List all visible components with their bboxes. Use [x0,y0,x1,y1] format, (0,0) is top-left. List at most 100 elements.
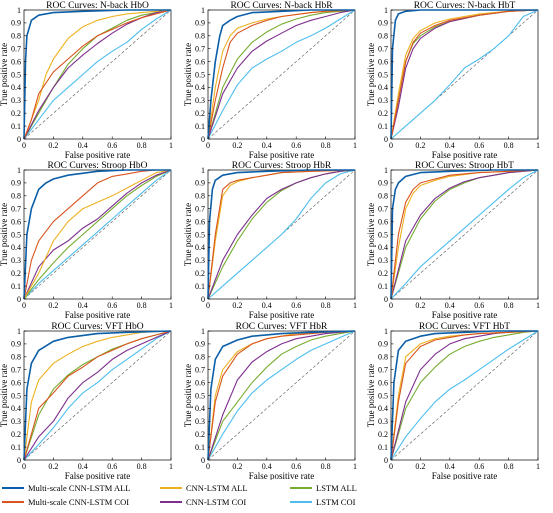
y-tick-label: 0.2 [195,269,205,278]
roc-panel: 0 0.2 0.4 0.6 0.8 1 0 0.1 0.2 0.3 0.4 0.5 0.6 0.7 0.8 0… [366,322,540,481]
y-tick-label: 0.9 [195,340,205,349]
x-tick-label: 1 [536,301,540,310]
y-axis-label: True positive rate [183,364,193,427]
legend-swatch-multi-coi [2,501,24,503]
x-tick-label: 0 [206,301,210,310]
x-tick-label: 0.2 [415,301,425,310]
y-tick-label: 0.7 [195,45,205,54]
y-tick-label: 0.9 [11,340,21,349]
x-tick-label: 0.8 [321,141,331,150]
y-tick-label: 0.3 [378,96,388,105]
legend-swatch-cnn-coi [160,501,182,503]
legend-item-multi-coi: Multi-scale CNN-LSTM COI [2,497,129,507]
y-tick-label: 0.3 [11,417,21,426]
y-tick-label: 0.6 [378,378,388,387]
y-tick-label: 0.6 [195,57,205,66]
y-tick-label: 0.8 [11,32,21,41]
legend-item-cnn-all: CNN-LSTM ALL [160,483,248,493]
x-tick-label: 0.4 [445,301,455,310]
x-tick-label: 0 [22,141,26,150]
y-tick-label: 0.6 [195,378,205,387]
roc-series-line [390,330,539,461]
legend-label-cnn-coi: CNN-LSTM COI [186,497,247,507]
x-tick-label: 0.2 [232,141,242,150]
y-tick-label: 0.8 [11,192,21,201]
x-tick-label: 0.4 [78,462,88,471]
y-tick-label: 0.1 [378,122,388,131]
y-tick-label: 0 [384,295,388,304]
y-tick-label: 1 [201,327,205,336]
panel-title: ROC Curves: N-back HbT [414,1,516,11]
x-tick-label: 0.8 [137,141,147,150]
y-tick-label: 0.1 [11,122,21,131]
y-tick-label: 0.3 [195,96,205,105]
y-tick-label: 0.4 [378,83,388,92]
roc-series-line [23,330,172,461]
chance-line [23,169,172,300]
chance-line [23,9,172,140]
y-tick-label: 0.8 [195,192,205,201]
x-tick-label: 1 [536,462,540,471]
y-tick-label: 0.3 [11,256,21,265]
x-tick-label: 1 [169,301,173,310]
x-tick-label: 0.2 [415,462,425,471]
chance-line [23,330,172,461]
x-axis-label: False positive rate [249,471,314,480]
y-tick-label: 0 [384,135,388,144]
x-axis-label: False positive rate [249,150,314,160]
roc-series-line [23,169,172,300]
roc-panel: 0 0.2 0.4 0.6 0.8 1 0 0.1 0.2 0.3 0.4 0.5 0.6 0.7 0.8 0… [183,161,357,320]
panel-title: ROC Curves: N-back HbO [46,1,149,11]
x-tick-label: 0.4 [262,462,272,471]
legend-swatch-lstm-all [290,487,312,489]
x-tick-label: 0.6 [107,141,117,150]
roc-series-line [207,330,356,461]
y-tick-label: 0.5 [378,230,388,239]
chance-line [390,169,539,300]
roc-panel: 0 0.2 0.4 0.6 0.8 1 0 0.1 0.2 0.3 0.4 0.5 0.6 0.7 0.8 0… [366,161,540,320]
y-axis-label: True positive rate [0,364,9,427]
roc-series-line [23,330,172,461]
roc-series-line [207,9,356,140]
y-tick-label: 0.8 [195,353,205,362]
roc-series-line [207,330,356,461]
chance-line [207,9,356,140]
roc-series-line [390,169,539,300]
x-tick-label: 0.8 [504,301,514,310]
legend-swatch-lstm-coi [290,501,312,503]
y-tick-label: 0.9 [11,179,21,188]
y-tick-label: 0.1 [11,443,21,452]
y-tick-label: 0.9 [11,19,21,28]
roc-series-line [23,169,172,300]
y-tick-label: 0.6 [11,217,21,226]
x-tick-label: 1 [353,462,357,471]
roc-panel: 0 0.2 0.4 0.6 0.8 1 0 0.1 0.2 0.3 0.4 0.5 0.6 0.7 0.8 0… [0,322,173,481]
roc-series-line [207,9,356,140]
y-axis-label: True positive rate [0,203,9,266]
y-tick-label: 0.9 [378,19,388,28]
y-tick-label: 0.7 [195,205,205,214]
x-tick-label: 0.8 [137,462,147,471]
roc-series-line [390,169,538,300]
x-tick-label: 0 [22,301,26,310]
roc-series-line [390,330,539,461]
x-tick-label: 0.2 [415,141,425,150]
y-tick-label: 0.4 [378,243,388,252]
y-tick-label: 0.5 [11,391,21,400]
panel-title: ROC Curves: Stroop HbR [232,161,332,171]
y-tick-label: 0 [384,456,388,465]
roc-series-line [390,169,539,300]
y-tick-label: 0.6 [378,57,388,66]
y-tick-label: 0.5 [378,70,388,79]
y-tick-label: 0.2 [195,109,205,118]
legend-item-multi-all: Multi-scale CNN-LSTM ALL [2,483,130,493]
x-axis-label: False positive rate [65,471,130,480]
y-tick-label: 0.3 [195,417,205,426]
y-tick-label: 0.7 [378,45,388,54]
legend-item-lstm-coi: LSTM COI [290,497,355,507]
y-tick-label: 0.1 [11,282,21,291]
y-tick-label: 0 [17,295,21,304]
x-tick-label: 0 [206,141,210,150]
panel-title: ROC Curves: Stroop HbO [47,161,147,171]
y-tick-label: 0.5 [195,391,205,400]
